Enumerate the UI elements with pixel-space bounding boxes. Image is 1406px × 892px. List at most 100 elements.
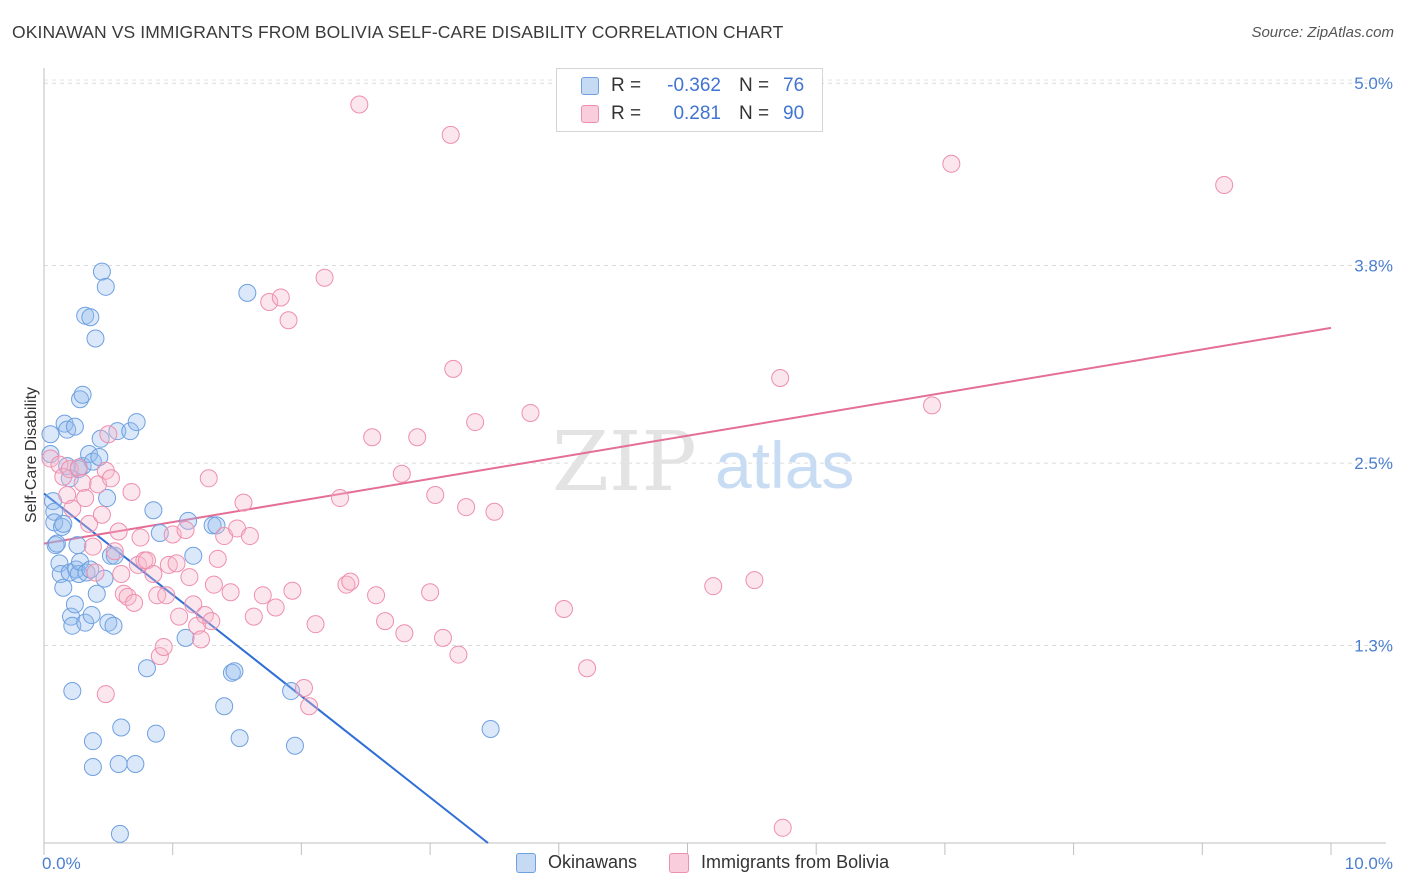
- data-point: [101, 469, 120, 488]
- data-point: [207, 516, 226, 535]
- data-point: [41, 425, 60, 444]
- series-legend-bolivia[interactable]: Immigrants from Bolivia: [669, 852, 889, 873]
- y-tick-label: 1.3%: [1354, 636, 1393, 655]
- data-point: [69, 458, 88, 477]
- data-point: [167, 554, 186, 573]
- legend-row-bolivia: R = 0.281 N = 90: [581, 101, 804, 127]
- data-point: [240, 527, 259, 546]
- data-point: [745, 571, 764, 590]
- y-tick-label: 3.8%: [1354, 257, 1393, 276]
- data-point: [271, 288, 290, 307]
- data-point: [86, 329, 105, 348]
- data-point: [112, 565, 131, 584]
- data-point: [266, 598, 285, 617]
- data-point: [73, 385, 92, 404]
- data-point: [395, 624, 414, 643]
- data-point: [144, 565, 163, 584]
- data-point: [65, 595, 84, 614]
- data-point: [121, 422, 140, 441]
- chart-title: OKINAWAN VS IMMIGRANTS FROM BOLIVIA SELF…: [12, 22, 784, 42]
- data-point: [192, 630, 211, 649]
- data-point: [331, 489, 350, 508]
- data-point: [188, 616, 207, 635]
- data-point: [82, 606, 101, 625]
- data-point: [65, 417, 84, 436]
- legend-n-label: N =: [739, 103, 770, 124]
- data-point: [150, 524, 169, 542]
- data-point: [184, 546, 203, 565]
- data-point: [58, 486, 77, 505]
- data-point: [260, 293, 279, 312]
- data-point: [154, 637, 173, 656]
- data-point: [63, 682, 82, 701]
- data-point: [521, 403, 540, 422]
- data-point: [53, 517, 72, 536]
- legend-n-value: 76: [783, 75, 805, 96]
- series-swatch-okinawans: [516, 852, 536, 873]
- legend-row-okinawans: R = -0.362 N = 76: [581, 73, 804, 99]
- data-point: [105, 546, 124, 565]
- data-point: [367, 586, 386, 605]
- legend-n-value: 90: [783, 103, 805, 124]
- legend-swatch-okinawans: [581, 77, 599, 95]
- data-point: [285, 736, 304, 755]
- data-point: [109, 522, 128, 541]
- data-point: [204, 575, 223, 594]
- data-point: [105, 542, 124, 561]
- data-point: [376, 612, 395, 631]
- series-legend-okinawans[interactable]: Okinawans: [516, 852, 637, 873]
- series-legend: Okinawans Immigrants from Bolivia: [516, 852, 921, 873]
- trend-lines: [43, 326, 1332, 844]
- data-point: [76, 613, 95, 632]
- data-point: [225, 662, 244, 681]
- watermark: ZIP atlas: [552, 415, 854, 510]
- data-point: [485, 502, 504, 521]
- data-point: [341, 572, 360, 591]
- data-point: [99, 425, 118, 444]
- data-point: [176, 520, 195, 539]
- data-point: [150, 647, 169, 666]
- x-tick-label: 0.0%: [42, 854, 81, 873]
- data-point: [449, 645, 468, 664]
- data-point: [176, 628, 195, 647]
- data-point: [127, 413, 146, 432]
- legend-swatch-bolivia: [581, 105, 599, 123]
- data-point: [283, 581, 302, 600]
- data-point: [73, 473, 92, 492]
- data-point: [71, 552, 90, 571]
- data-point: [392, 464, 411, 483]
- y-tick-label: 5.0%: [1354, 74, 1393, 93]
- data-point: [170, 607, 189, 626]
- data-point: [104, 616, 123, 635]
- data-point: [50, 455, 69, 474]
- data-point: [421, 583, 440, 602]
- data-point: [923, 396, 942, 415]
- data-point: [244, 607, 263, 626]
- data-point: [294, 679, 313, 697]
- data-point: [350, 95, 369, 114]
- legend-r-label: R =: [611, 75, 642, 96]
- data-point: [234, 493, 253, 512]
- y-axis-label: Self-Care Disability: [23, 387, 40, 523]
- data-point: [146, 724, 165, 743]
- data-point: [148, 586, 167, 605]
- data-point: [81, 560, 100, 579]
- series-swatch-bolivia: [669, 852, 690, 873]
- data-point: [80, 514, 99, 533]
- data-point: [45, 502, 64, 521]
- x-tick-label: 10.0%: [1345, 854, 1393, 873]
- data-point: [279, 311, 298, 330]
- watermark-atlas: atlas: [715, 428, 854, 502]
- data-point: [54, 467, 73, 486]
- data-point: [46, 536, 65, 555]
- series-label-bolivia: Immigrants from Bolivia: [701, 852, 890, 872]
- data-points: [41, 95, 1234, 843]
- data-point: [253, 586, 272, 605]
- legend-r-label: R =: [611, 103, 642, 124]
- data-point: [408, 428, 427, 447]
- data-point: [481, 720, 500, 739]
- data-point: [54, 514, 73, 533]
- data-point: [96, 685, 115, 704]
- data-point: [199, 469, 218, 488]
- data-point: [238, 283, 257, 302]
